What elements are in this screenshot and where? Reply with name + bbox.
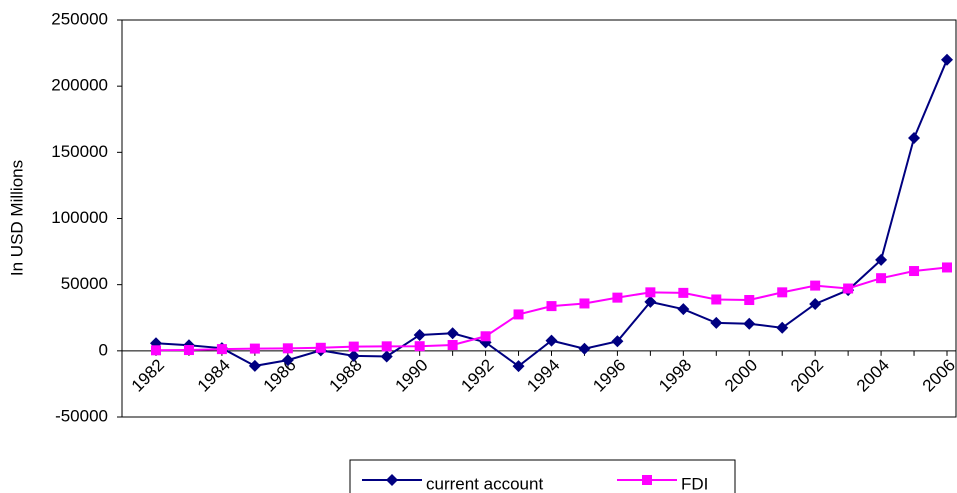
data-point xyxy=(545,334,558,347)
data-point xyxy=(876,273,887,284)
data-point xyxy=(809,297,822,310)
legend-marker xyxy=(642,475,652,485)
y-tick-label: 250000 xyxy=(51,9,108,28)
x-tick-label: 1998 xyxy=(655,355,695,395)
data-point xyxy=(446,327,459,340)
legend-label: FDI xyxy=(681,474,708,493)
data-point xyxy=(447,340,458,351)
data-point xyxy=(678,287,689,298)
data-point xyxy=(578,342,591,355)
y-tick-label: -50000 xyxy=(55,406,108,425)
y-tick-label: 0 xyxy=(99,340,108,359)
x-tick-label: 2002 xyxy=(787,355,827,395)
plot-area xyxy=(121,19,957,418)
y-axis-label: In USD Millions xyxy=(7,160,26,276)
x-tick-label: 1984 xyxy=(194,355,234,395)
data-point xyxy=(711,294,722,305)
data-point xyxy=(282,343,293,354)
data-point xyxy=(579,298,590,309)
data-point xyxy=(151,345,161,356)
data-point xyxy=(347,349,360,362)
data-point xyxy=(843,283,854,294)
data-point xyxy=(612,292,623,303)
y-tick-label: 150000 xyxy=(51,142,108,161)
data-point xyxy=(281,354,294,367)
x-tick-label: 1982 xyxy=(128,355,168,395)
data-point xyxy=(744,295,755,306)
y-tick-label: 100000 xyxy=(51,208,108,227)
x-tick-label: 2000 xyxy=(721,355,761,395)
data-point xyxy=(183,345,194,356)
data-point xyxy=(413,328,426,341)
x-tick-label: 2006 xyxy=(919,355,957,395)
data-point xyxy=(644,295,657,308)
legend-label: current account xyxy=(426,474,543,493)
data-point xyxy=(677,303,690,316)
x-tick-label: 2004 xyxy=(853,355,893,395)
data-point xyxy=(315,342,326,353)
y-tick-label: 50000 xyxy=(61,274,108,293)
data-point xyxy=(546,301,557,312)
data-point xyxy=(380,350,393,363)
legend-marker xyxy=(386,474,398,486)
data-point xyxy=(513,309,524,320)
data-point xyxy=(348,341,359,352)
data-point xyxy=(414,341,425,352)
data-point xyxy=(810,280,821,291)
data-point xyxy=(248,359,261,372)
data-point xyxy=(942,262,952,273)
data-point xyxy=(777,287,788,298)
data-point xyxy=(216,344,227,355)
x-tick-label: 1996 xyxy=(589,355,629,395)
data-point xyxy=(381,341,392,352)
data-point xyxy=(941,53,953,66)
data-point xyxy=(710,316,723,329)
data-point xyxy=(249,343,260,354)
x-tick-label: 1988 xyxy=(326,355,366,395)
data-point xyxy=(480,331,491,342)
data-point xyxy=(909,266,920,277)
x-tick-label: 1992 xyxy=(457,355,497,395)
data-point xyxy=(875,253,888,266)
data-point xyxy=(611,335,624,348)
data-point xyxy=(512,360,525,373)
data-point xyxy=(645,287,656,298)
x-tick-label: 1994 xyxy=(523,355,563,395)
x-tick-label: 1990 xyxy=(391,355,431,395)
data-point xyxy=(908,132,921,145)
data-point xyxy=(776,321,789,334)
y-tick-label: 200000 xyxy=(51,76,108,95)
data-point xyxy=(743,317,756,330)
legend xyxy=(349,459,736,493)
series-line xyxy=(155,59,948,368)
